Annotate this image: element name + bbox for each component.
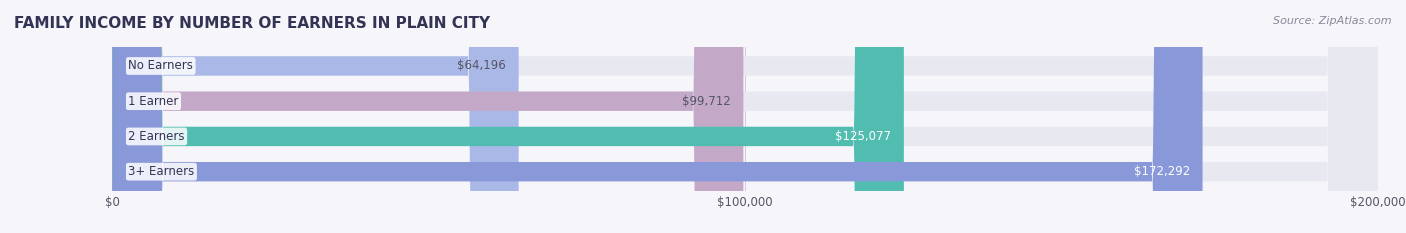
Text: $172,292: $172,292 bbox=[1133, 165, 1189, 178]
Text: $125,077: $125,077 bbox=[835, 130, 891, 143]
Text: 3+ Earners: 3+ Earners bbox=[128, 165, 194, 178]
Text: Source: ZipAtlas.com: Source: ZipAtlas.com bbox=[1274, 16, 1392, 26]
Text: FAMILY INCOME BY NUMBER OF EARNERS IN PLAIN CITY: FAMILY INCOME BY NUMBER OF EARNERS IN PL… bbox=[14, 16, 491, 31]
Text: $99,712: $99,712 bbox=[682, 95, 731, 108]
FancyBboxPatch shape bbox=[112, 0, 519, 233]
Text: No Earners: No Earners bbox=[128, 59, 193, 72]
FancyBboxPatch shape bbox=[112, 0, 744, 233]
Text: $64,196: $64,196 bbox=[457, 59, 506, 72]
FancyBboxPatch shape bbox=[112, 0, 1378, 233]
FancyBboxPatch shape bbox=[112, 0, 1378, 233]
Text: 1 Earner: 1 Earner bbox=[128, 95, 179, 108]
FancyBboxPatch shape bbox=[112, 0, 1378, 233]
FancyBboxPatch shape bbox=[112, 0, 904, 233]
FancyBboxPatch shape bbox=[112, 0, 1378, 233]
FancyBboxPatch shape bbox=[112, 0, 1202, 233]
Text: 2 Earners: 2 Earners bbox=[128, 130, 184, 143]
